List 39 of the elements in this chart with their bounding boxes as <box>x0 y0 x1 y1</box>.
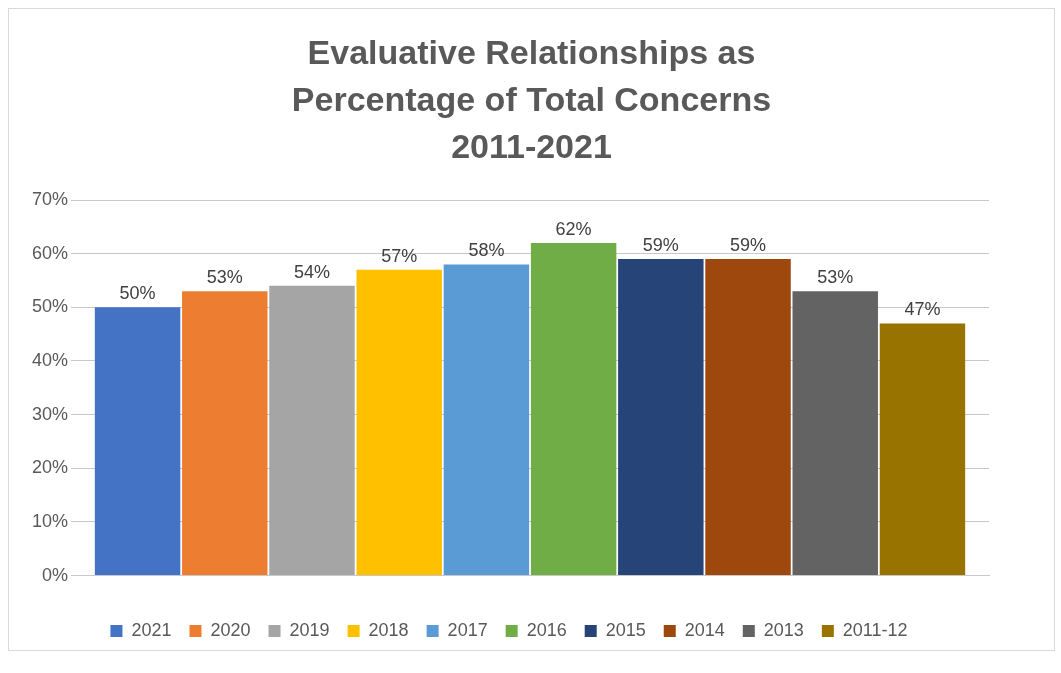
data-label: 53% <box>206 267 243 288</box>
bar <box>356 269 442 576</box>
y-tick-label: 60% <box>32 242 69 263</box>
legend-label: 2011-12 <box>842 619 908 640</box>
y-tick-label: 0% <box>42 564 69 585</box>
y-tick-label: 70% <box>32 188 69 209</box>
bar <box>705 259 791 576</box>
legend-label: 2018 <box>368 619 409 640</box>
bar <box>443 264 530 576</box>
data-label: 47% <box>904 299 941 320</box>
legend-label: 2015 <box>605 619 646 640</box>
legend-label: 2016 <box>526 619 567 640</box>
data-label: 62% <box>555 218 592 239</box>
bar <box>94 307 181 576</box>
chart-title: Evaluative Relationships as Percentage of Total Concerns 2011-2021 <box>290 32 773 167</box>
bar <box>182 291 268 576</box>
bar <box>879 323 966 576</box>
data-label: 54% <box>293 261 331 282</box>
data-label: 53% <box>817 267 854 288</box>
bar <box>269 285 355 576</box>
legend-label: 2014 <box>684 619 725 640</box>
y-tick-label: 20% <box>32 457 69 478</box>
data-label: 57% <box>381 245 418 266</box>
y-tick-label: 30% <box>32 403 69 424</box>
data-label: 59% <box>730 234 767 255</box>
legend-label: 2020 <box>210 619 251 640</box>
data-label: 50% <box>119 283 156 304</box>
y-tick-label: 40% <box>32 349 69 370</box>
y-tick-label: 10% <box>32 510 69 531</box>
y-tick-label: 50% <box>32 296 69 317</box>
bar <box>618 259 704 576</box>
legend-label: 2019 <box>289 619 330 640</box>
bar <box>530 242 617 576</box>
bar <box>792 291 878 576</box>
data-label: 59% <box>642 234 679 255</box>
data-label: 58% <box>468 240 505 261</box>
legend-label: 2013 <box>763 619 804 640</box>
legend-label: 2021 <box>131 619 172 640</box>
legend-label: 2017 <box>447 619 488 640</box>
